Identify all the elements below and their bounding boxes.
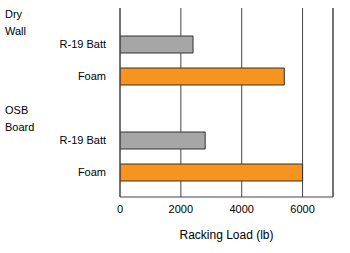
svg-text:4000: 4000 bbox=[229, 203, 253, 215]
svg-text:Racking Load (lb): Racking Load (lb) bbox=[179, 228, 273, 242]
svg-text:Foam: Foam bbox=[78, 166, 106, 178]
svg-text:6000: 6000 bbox=[290, 203, 314, 215]
svg-text:R-19 Batt: R-19 Batt bbox=[60, 38, 106, 50]
svg-text:Board: Board bbox=[8, 121, 34, 133]
svg-text:OSB: OSB bbox=[8, 104, 28, 116]
svg-text:R-19 Batt: R-19 Batt bbox=[60, 134, 106, 146]
svg-text:0: 0 bbox=[117, 203, 123, 215]
svg-text:Foam: Foam bbox=[78, 70, 106, 82]
svg-text:Wall: Wall bbox=[8, 25, 26, 37]
svg-text:Dry: Dry bbox=[8, 8, 23, 20]
svg-text:2000: 2000 bbox=[169, 203, 193, 215]
